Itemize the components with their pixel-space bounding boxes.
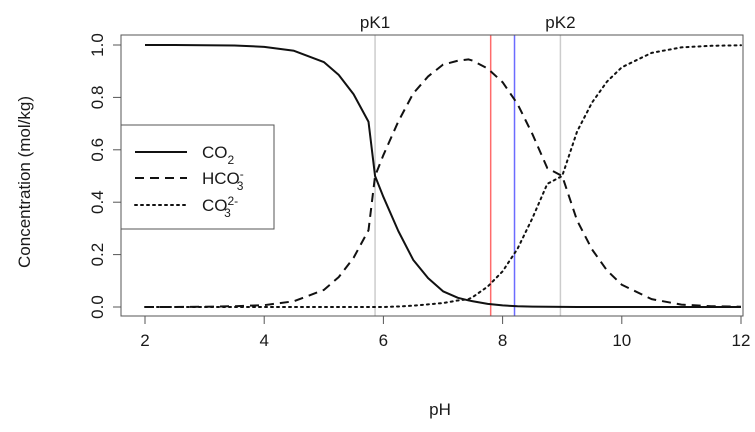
legend-label: HCO-3 — [202, 167, 244, 193]
y-tick-label: 1.0 — [88, 33, 107, 57]
x-tick-label: 6 — [379, 331, 388, 350]
x-axis: 2 4 6 8 10 12 — [140, 315, 751, 350]
reference-label-pk2: pK2 — [545, 13, 575, 32]
x-tick-label: 12 — [732, 331, 751, 350]
x-tick-label: 8 — [498, 331, 507, 350]
y-tick-label: 0.0 — [88, 295, 107, 319]
x-tick-label: 2 — [140, 331, 149, 350]
legend-label: CO2-3 — [202, 194, 238, 220]
legend-label: CO2 — [202, 143, 235, 167]
series-lines — [144, 44, 742, 308]
reference-line-labels: pK1 pK2 — [360, 13, 576, 32]
series-line-solid — [145, 44, 741, 308]
y-tick-label: 0.8 — [88, 86, 107, 110]
reference-label-pk1: pK1 — [360, 13, 390, 32]
y-tick-label: 0.2 — [88, 243, 107, 267]
legend-box — [120, 124, 275, 230]
x-tick-label: 4 — [259, 331, 268, 350]
y-axis: 0.0 0.2 0.4 0.6 0.8 1.0 — [88, 33, 121, 319]
series-line-dotted — [144, 44, 742, 308]
reference-lines — [374, 35, 562, 316]
x-tick-label: 10 — [612, 331, 631, 350]
series-line-dashed — [145, 58, 742, 308]
y-tick-label: 0.6 — [88, 138, 107, 162]
y-axis-title: Concentration (mol/kg) — [15, 96, 34, 268]
y-tick-label: 0.4 — [88, 190, 107, 214]
x-axis-title: pH — [429, 400, 451, 419]
